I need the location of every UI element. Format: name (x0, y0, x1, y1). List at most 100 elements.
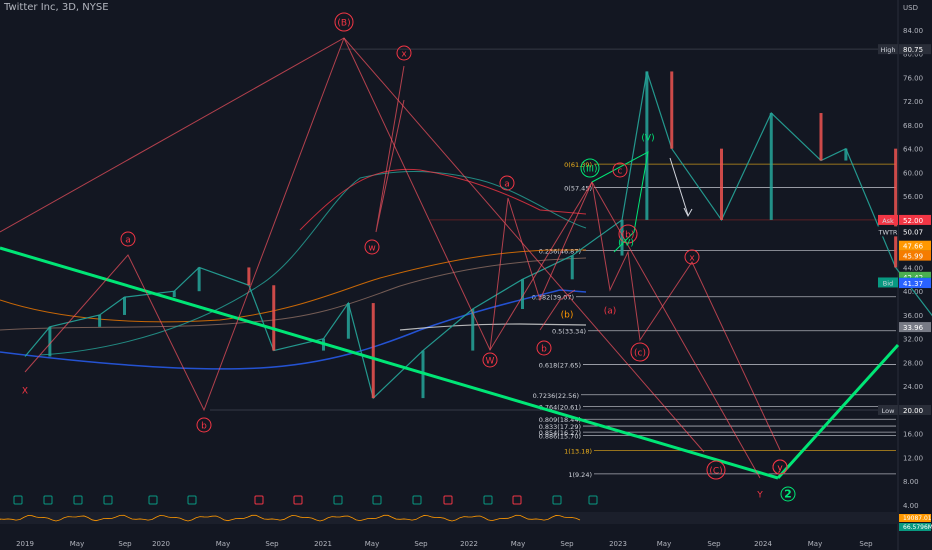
indicator-legend-value: 66.5796M (903, 524, 932, 531)
wave-label: (III) (580, 158, 600, 178)
fib-level-label: 1(9.24) (568, 471, 592, 479)
wave-label: (a) (604, 307, 617, 317)
wave-label-circle (630, 342, 650, 362)
price-tag: 41.37 (899, 278, 931, 289)
price-tag-value-bg (899, 214, 931, 225)
wave-label-circle (618, 224, 638, 244)
price-tick: 28.00 (903, 359, 923, 367)
wave-label-text: a (125, 236, 131, 246)
wave-label: x (396, 45, 412, 61)
price-candle (645, 71, 649, 220)
time-tick: Sep (118, 540, 132, 548)
time-tick: May (70, 540, 84, 548)
price-tick: 44.00 (903, 264, 923, 272)
price-tick: 84.00 (903, 27, 923, 35)
wave-label-circle (196, 417, 212, 433)
wave-label-circle (684, 249, 700, 265)
time-tick: May (511, 540, 525, 548)
wave-label-circle (120, 231, 136, 247)
price-candle (720, 148, 723, 220)
time-tick: Sep (414, 540, 428, 548)
wave-label-text: c (618, 167, 623, 177)
wave-label-circle (612, 162, 628, 178)
price-tag-value-bg (899, 250, 931, 261)
price-tag-value: 52.00 (903, 217, 923, 225)
price-tag-label-bg (878, 226, 898, 237)
price-tag-value: 50.07 (903, 228, 923, 236)
wave-label-circle (536, 340, 552, 356)
price-tick: 80.00 (903, 51, 923, 59)
price-candle (346, 303, 350, 339)
price-tag-value: 45.99 (903, 253, 923, 261)
indicator-legend-bg (899, 514, 931, 522)
earnings-marker (13, 495, 23, 505)
price-candle (197, 267, 201, 292)
wave-label-text: w (368, 244, 375, 254)
price-tag-value: 33.96 (903, 324, 924, 332)
wave-label-text: x (689, 254, 695, 264)
price-tag-value: 47.66 (903, 243, 924, 251)
price-candle (371, 303, 375, 399)
price-candle (670, 71, 674, 149)
indicator-legend-bg (899, 523, 931, 531)
fib-level-label: 0(57.45) (564, 185, 592, 193)
wave-path (375, 65, 405, 233)
price-candle (172, 291, 176, 298)
price-candle (247, 267, 251, 286)
price-tick: 4.00 (903, 502, 919, 510)
indicator-legend-value: 19087.01 (903, 515, 932, 522)
wave-label-circle (396, 45, 412, 61)
wave-label: 2 (780, 486, 796, 502)
wave-path (0, 37, 705, 453)
chart-title: Twitter Inc, 3D, NYSE (4, 2, 109, 13)
wave-path (591, 181, 781, 451)
wave-label: Y (756, 491, 763, 501)
price-tick: 76.00 (903, 74, 923, 82)
price-tag-label: Low (882, 407, 895, 415)
earnings-marker (103, 495, 113, 505)
wave-label-circle (364, 239, 380, 255)
price-tick: 72.00 (903, 98, 923, 106)
fib-level-label: 0.886(15.70) (539, 433, 581, 441)
time-tick: Sep (859, 540, 873, 548)
price-tag-label: Bid (883, 279, 893, 287)
wave-label: b (196, 417, 212, 433)
price-tag-label-bg (878, 277, 898, 288)
axis-currency: USD (903, 4, 918, 12)
wave-label: (b) (618, 224, 638, 244)
wave-label-circle (499, 175, 515, 191)
earnings-marker (372, 495, 382, 505)
price-candle (123, 297, 126, 315)
wave-path (489, 181, 593, 351)
wave-label-text: b (541, 345, 547, 355)
wave-label-text: (III) (583, 165, 598, 175)
wave-label: c (612, 162, 628, 178)
wave-label: (IV) (618, 239, 634, 249)
wave-label-circle (334, 12, 354, 32)
price-tick: 12.00 (903, 454, 923, 462)
price-tag: 47.66 (899, 240, 931, 251)
price-tick: 16.00 (903, 431, 923, 439)
wave-label: (C) (706, 460, 726, 480)
earnings-marker (43, 495, 53, 505)
price-tag-value-bg (899, 226, 931, 237)
price-tag-value-bg (899, 44, 931, 55)
price-candle (521, 279, 524, 310)
price-line (24, 71, 932, 400)
wave-label: w (364, 239, 380, 255)
moving-average-line (399, 323, 587, 331)
earnings-marker (443, 495, 453, 505)
wave-label: y (772, 459, 788, 475)
price-candle (844, 148, 848, 161)
fib-level-label: 0.764(20.61) (539, 403, 581, 411)
green-trendline (0, 246, 779, 480)
price-tick: 36.00 (903, 312, 923, 320)
price-tick: 56.00 (903, 193, 923, 201)
wave-label-text: (C) (709, 467, 722, 477)
price-tick: 64.00 (903, 146, 923, 154)
wave-label-text: x (401, 50, 407, 60)
fib-level-label: 0.382(39.07) (532, 294, 574, 302)
price-tick: 68.00 (903, 122, 923, 130)
fib-level-label: 0.833(17.29) (539, 423, 581, 431)
